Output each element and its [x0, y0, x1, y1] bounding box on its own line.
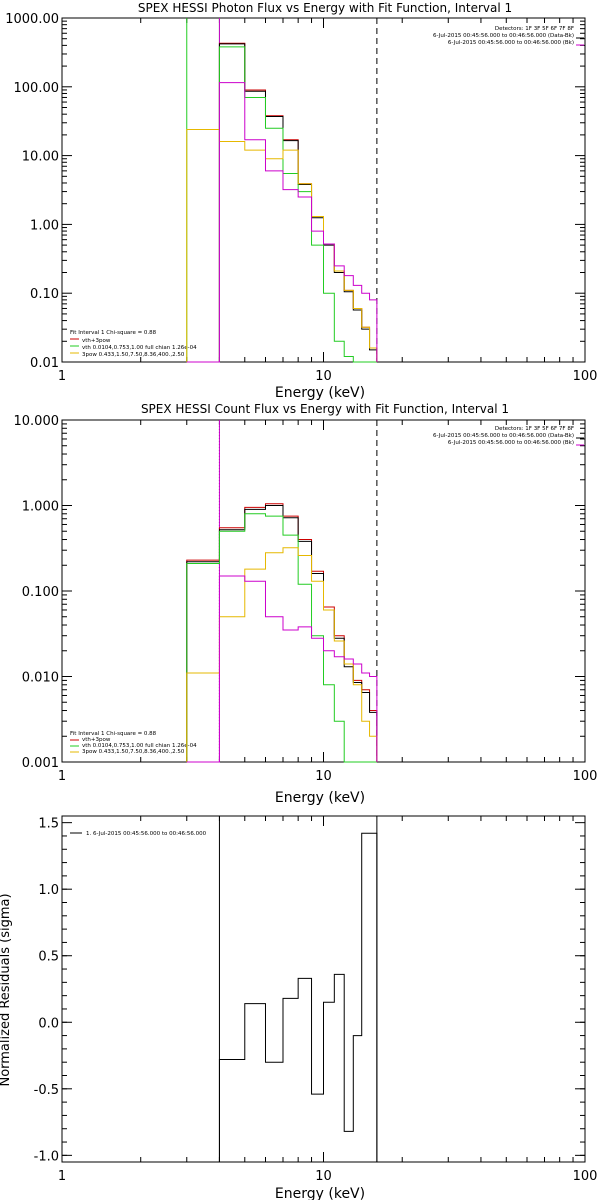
y-tick-label: 0.01: [30, 356, 59, 371]
y-tick-label: 0.0: [38, 1016, 59, 1031]
y-tick-label: 0.100: [22, 585, 59, 600]
x-tick-label: 10: [315, 769, 332, 784]
count-legend-3pow: 3pow 0.433,1.50,7.50,8.36,400.,2.50: [82, 749, 185, 755]
x-tick-label: 1: [58, 1169, 66, 1184]
count-legend-vth: vth 0.0104,0.753,1.00 full chian 1.26e-0…: [82, 743, 197, 749]
y-tick-label: -1.0: [34, 1149, 59, 1164]
x-tick-label: 100: [573, 769, 598, 784]
x-tick-label: 100: [573, 1169, 598, 1184]
photon-flux-panel: SPEX HESSI Photon Flux vs Energy with Fi…: [5, 1, 597, 401]
series-4-step-line: [186, 82, 378, 363]
photon-legend-vth: vth 0.0104,0.753,1.00 full chian 1.26e-0…: [82, 345, 197, 351]
y-tick-label: 1.00: [30, 218, 59, 233]
x-tick-label: 1: [58, 769, 66, 784]
residuals-xlabel: Energy (keV): [275, 1186, 365, 1200]
y-tick-label: 0.001: [22, 756, 59, 771]
x-tick-label: 1: [58, 369, 66, 384]
photon-legend-3pow: 3pow 0.433,1.50,7.50,8.36,400.,2.50: [82, 352, 185, 358]
y-tick-label: 0.10: [30, 287, 59, 302]
series-0-step-line: [186, 503, 378, 762]
count-legend-detectors: Detectors: 1F 3F 5F 6F 7F 8F: [495, 426, 574, 432]
count-legend-vth3pow: vth+3pow: [82, 737, 111, 743]
count-flux-panel: SPEX HESSI Count Flux vs Energy with Fit…: [14, 402, 598, 806]
y-tick-label: 10.00: [22, 150, 59, 165]
series-2-step-line: [186, 46, 377, 363]
plot-frame: [61, 815, 586, 1163]
photon-flux-xlabel: Energy (keV): [275, 385, 365, 401]
series-0-step-line: [186, 42, 378, 363]
photon-fit-label: Fit Interval 1 Chi-square = 0.88: [70, 330, 157, 336]
count-legend-bk: 6-Jul-2015 00:45:56.000 to 00:46:56.000 …: [448, 440, 574, 446]
y-tick-label: 1.5: [38, 817, 59, 832]
count-fit-label: Fit Interval 1 Chi-square = 0.88: [70, 731, 157, 737]
y-tick-label: 0.5: [38, 950, 59, 965]
x-tick-label: 100: [573, 369, 598, 384]
x-tick-label: 10: [315, 1169, 332, 1184]
y-tick-label: 100.00: [14, 81, 60, 96]
photon-flux-title: SPEX HESSI Photon Flux vs Energy with Fi…: [138, 1, 512, 15]
series-4-step-line: [186, 575, 378, 763]
residuals-ylabel: Normalized Residuals (sigma): [0, 893, 13, 1086]
photon-legend-bk: 6-Jul-2015 00:45:56.000 to 00:46:56.000 …: [448, 40, 574, 46]
y-tick-label: 1000.00: [5, 12, 59, 27]
y-tick-label: -0.5: [34, 1083, 59, 1098]
y-tick-label: 10.000: [14, 414, 60, 429]
count-flux-title: SPEX HESSI Count Flux vs Energy with Fit…: [141, 402, 509, 416]
series-1-step-line: [186, 505, 378, 762]
series-3-step-line: [186, 547, 378, 762]
residuals-legend: 1. 6-Jul-2015 00:45:56.000 to 00:46:56.0…: [86, 831, 207, 837]
plot-frame: [61, 17, 586, 363]
y-tick-label: 0.010: [22, 671, 59, 686]
y-tick-label: 1.000: [22, 500, 59, 515]
photon-legend-data-bk: 6-Jul-2015 00:45:56.000 to 00:46:56.000 …: [433, 33, 574, 39]
count-flux-xlabel: Energy (keV): [275, 790, 365, 806]
x-tick-label: 10: [315, 369, 332, 384]
photon-legend-vth3pow: vth+3pow: [82, 338, 111, 344]
count-legend-data-bk: 6-Jul-2015 00:45:56.000 to 00:46:56.000 …: [433, 433, 574, 439]
series-0-step-line: [218, 832, 378, 1162]
series-2-step-line: [186, 513, 377, 763]
y-tick-label: 1.0: [38, 883, 59, 898]
residuals-panel: Energy (keV) Normalized Residuals (sigma…: [0, 815, 598, 1200]
series-3-step-line: [186, 128, 378, 362]
photon-legend-detectors: Detectors: 1F 3F 5F 6F 7F 8F: [495, 26, 574, 32]
series-1-step-line: [186, 43, 378, 363]
